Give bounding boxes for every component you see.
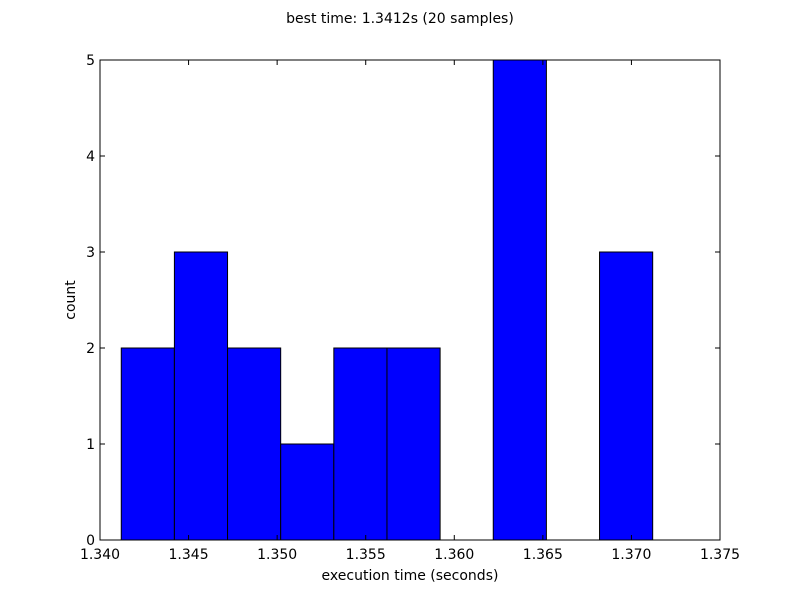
y-axis-ticks: 0 1 2 3 4 5 [86,53,720,549]
bars-group [120,59,654,541]
histogram-bar-3 [280,443,335,541]
histogram-bar-1 [173,251,229,541]
x-axis-ticks: 1.340 1.345 1.350 1.355 1.360 1.365 1.370 1.375 [80,60,740,563]
chart-title: best time: 1.3412s (20 samples) [286,11,514,27]
y-tick-label: 3 [86,245,95,261]
x-tick-label: 1.345 [169,547,209,563]
histogram-bar-7 [492,59,547,541]
y-tick-label: 0 [86,533,95,549]
histogram-bar-4 [333,347,388,541]
x-tick-label: 1.360 [434,547,474,563]
y-tick-label: 2 [86,341,95,357]
y-tick-label: 5 [86,53,95,69]
x-tick-label: 1.340 [80,547,120,563]
y-tick-label: 1 [86,437,95,453]
histogram-bar-2 [227,347,282,541]
y-tick-label: 4 [86,149,95,165]
x-tick-label: 1.350 [257,547,297,563]
histogram-bar-5 [386,347,441,541]
x-tick-label: 1.370 [611,547,651,563]
histogram-bar-0 [120,347,175,541]
histogram-bar-9 [599,251,654,541]
y-axis-label: count [63,280,79,320]
x-tick-label: 1.355 [346,547,386,563]
x-tick-label: 1.375 [700,547,740,563]
plot-frame [99,59,721,541]
x-tick-label: 1.365 [523,547,563,563]
x-axis-label: execution time (seconds) [322,568,499,584]
